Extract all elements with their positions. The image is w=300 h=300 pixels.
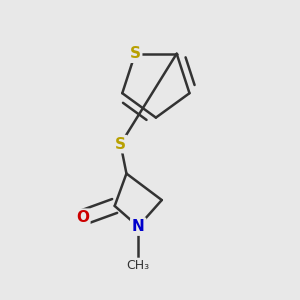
Text: S: S [130, 46, 141, 61]
Text: S: S [115, 136, 126, 152]
Text: CH₃: CH₃ [127, 259, 150, 272]
Text: O: O [76, 210, 89, 225]
Text: N: N [132, 219, 145, 234]
